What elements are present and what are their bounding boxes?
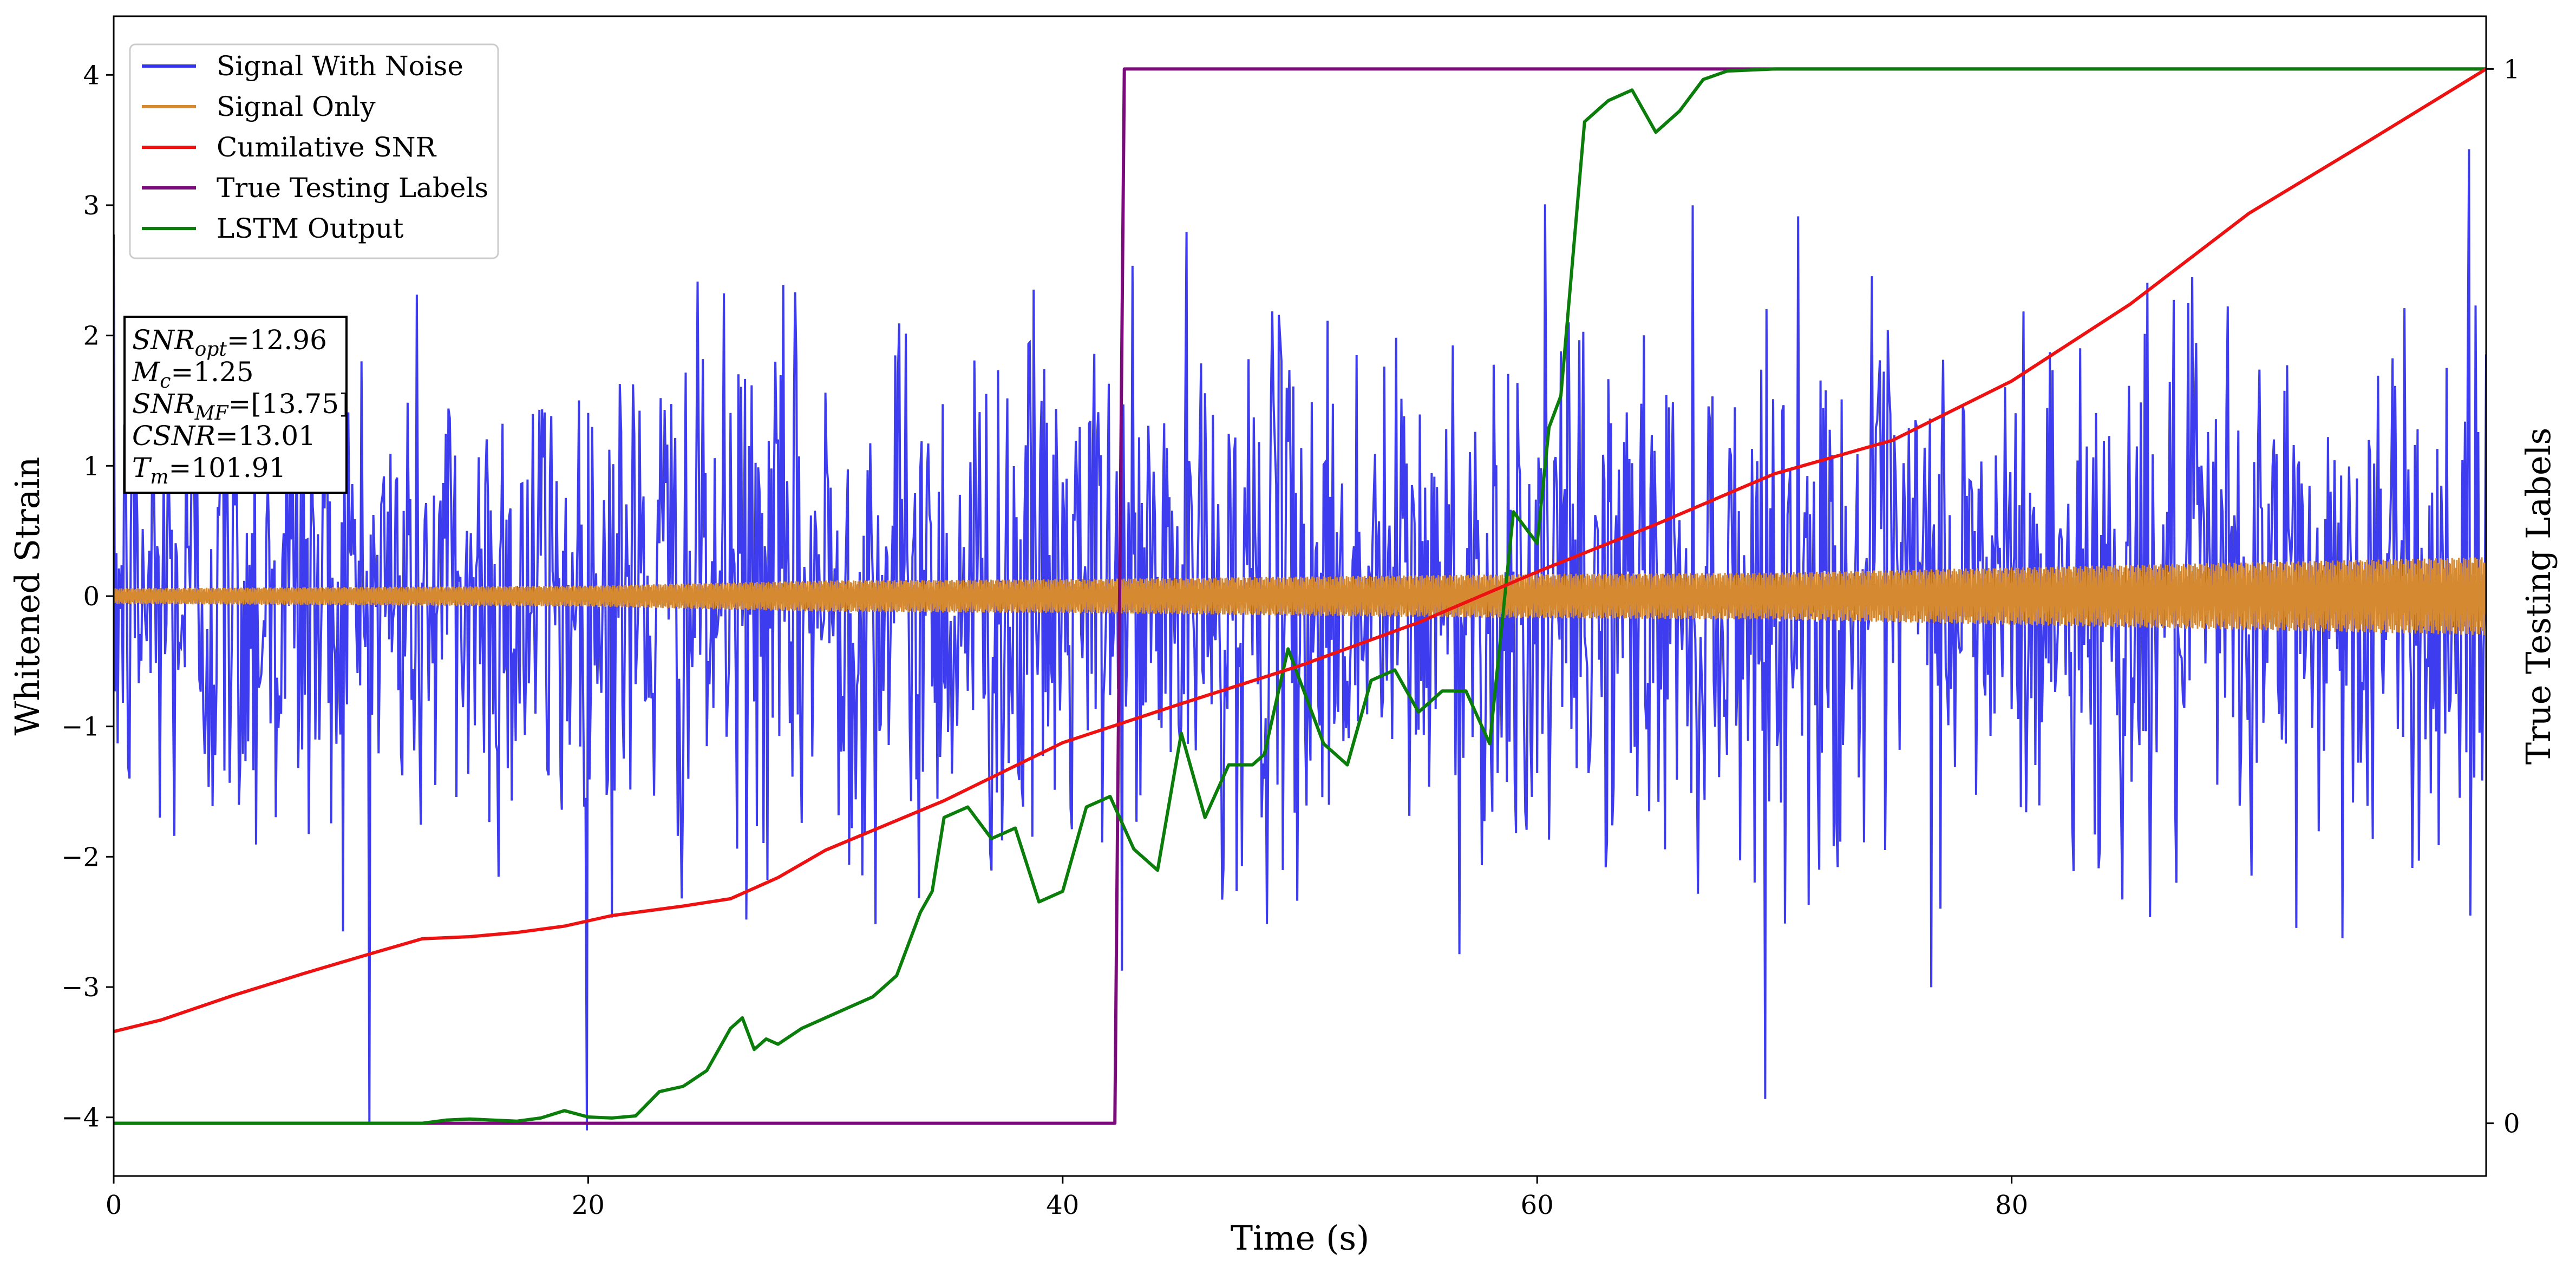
series-cumilative-snr — [114, 67, 2486, 1034]
y-tick-label: −3 — [61, 972, 100, 1003]
y-tick-label: 3 — [83, 191, 100, 221]
legend-label: Cumilative SNR — [217, 132, 436, 163]
info-line: SNRMF=[13.75] — [132, 388, 350, 424]
y-axis-label-left: Whitened Strain — [8, 457, 47, 736]
legend-label: Signal With Noise — [217, 50, 463, 82]
y-tick-label-right: 0 — [2503, 1109, 2520, 1139]
y-tick-label: −1 — [61, 712, 100, 742]
y-tick-label: −4 — [61, 1103, 100, 1133]
legend-label: True Testing Labels — [217, 172, 488, 204]
x-tick-label: 60 — [1521, 1190, 1554, 1220]
legend-box — [129, 43, 499, 259]
y-tick-label: 4 — [83, 60, 100, 90]
series-signal-with-noise — [114, 149, 2486, 1131]
legend: Signal With Noise Signal Only Cumilative S… — [129, 43, 499, 259]
info-line: Tm=101.91 — [132, 452, 286, 488]
series-lstm-output — [114, 67, 2486, 1125]
y-tick-label: 2 — [83, 321, 100, 351]
info-line: Mc=1.25 — [132, 356, 254, 393]
x-tick-label: 80 — [1995, 1190, 2028, 1220]
y-axis-right: 0 1 True Testing Labels — [2486, 54, 2558, 1139]
x-tick-label: 40 — [1046, 1190, 1079, 1220]
legend-label: Signal Only — [217, 91, 376, 122]
y-axis-left: −4 −3 −2 −1 0 1 2 3 4 Whitened Strain — [8, 60, 114, 1133]
series-signal-only — [114, 557, 2486, 636]
plot-area — [114, 67, 2486, 1131]
y-tick-label: 0 — [83, 582, 100, 612]
legend-label: LSTM Output — [217, 213, 403, 244]
y-tick-label: 1 — [83, 451, 100, 481]
x-tick-label: 20 — [572, 1190, 605, 1220]
y-tick-label-right: 1 — [2503, 54, 2520, 84]
x-axis: 0 20 40 60 80 Time (s) — [106, 1176, 2028, 1258]
info-box: SNRopt=12.96Mc=1.25SNRMF=[13.75]CSNR=13.… — [123, 316, 350, 494]
x-axis-label: Time (s) — [1231, 1218, 1370, 1258]
info-line: CSNR=13.01 — [132, 420, 316, 452]
info-box-frame — [123, 316, 348, 494]
y-axis-label-right: True Testing Labels — [2519, 428, 2558, 765]
info-line: SNRopt=12.96 — [132, 324, 327, 361]
x-tick-label: 0 — [106, 1190, 122, 1220]
y-tick-label: −2 — [61, 842, 100, 872]
